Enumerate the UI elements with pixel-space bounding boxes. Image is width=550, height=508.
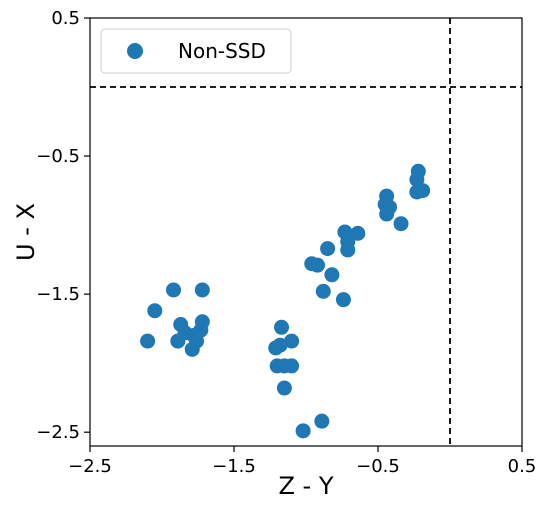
y-tick-label: −0.5 <box>36 146 80 167</box>
data-point <box>284 358 300 374</box>
data-point <box>284 333 300 349</box>
legend: Non-SSD <box>100 28 292 74</box>
data-point <box>393 216 409 232</box>
data-point <box>276 380 292 396</box>
x-tick-label: −0.5 <box>356 456 400 477</box>
data-point <box>409 184 425 200</box>
data-point <box>272 337 288 353</box>
data-point <box>274 319 290 335</box>
x-axis-label: Z - Y <box>278 472 333 500</box>
data-point <box>295 423 311 439</box>
data-point <box>140 333 156 349</box>
data-points <box>140 163 431 439</box>
data-point <box>166 282 182 298</box>
data-point <box>314 413 330 429</box>
legend-marker <box>127 43 143 59</box>
y-axis-label: U - X <box>12 203 40 261</box>
y-tick-label: −2.5 <box>36 422 80 443</box>
plot-frame <box>89 17 523 447</box>
x-tick-label: −2.5 <box>68 456 112 477</box>
data-point <box>324 267 340 283</box>
data-point <box>340 242 356 258</box>
data-point <box>315 283 331 299</box>
x-tick-label: −1.5 <box>212 456 256 477</box>
data-point <box>147 303 163 319</box>
data-point <box>170 333 186 349</box>
data-point <box>350 225 366 241</box>
x-tick-label: 0.5 <box>508 456 537 477</box>
y-tick-label: −1.5 <box>36 284 80 305</box>
data-point <box>184 341 200 357</box>
data-point <box>409 172 425 188</box>
data-point <box>194 282 210 298</box>
reference-lines <box>90 18 522 446</box>
axis-ticks: −2.5 −1.5 −0.5 0.5 0.5 −0.5 −1.5 −2.5 <box>36 8 536 477</box>
data-point <box>379 206 395 222</box>
data-point <box>320 241 336 257</box>
data-point <box>310 257 326 273</box>
data-point <box>335 292 351 308</box>
legend-box <box>100 28 292 74</box>
legend-label: Non-SSD <box>178 39 266 63</box>
y-tick-label: 0.5 <box>51 8 80 29</box>
